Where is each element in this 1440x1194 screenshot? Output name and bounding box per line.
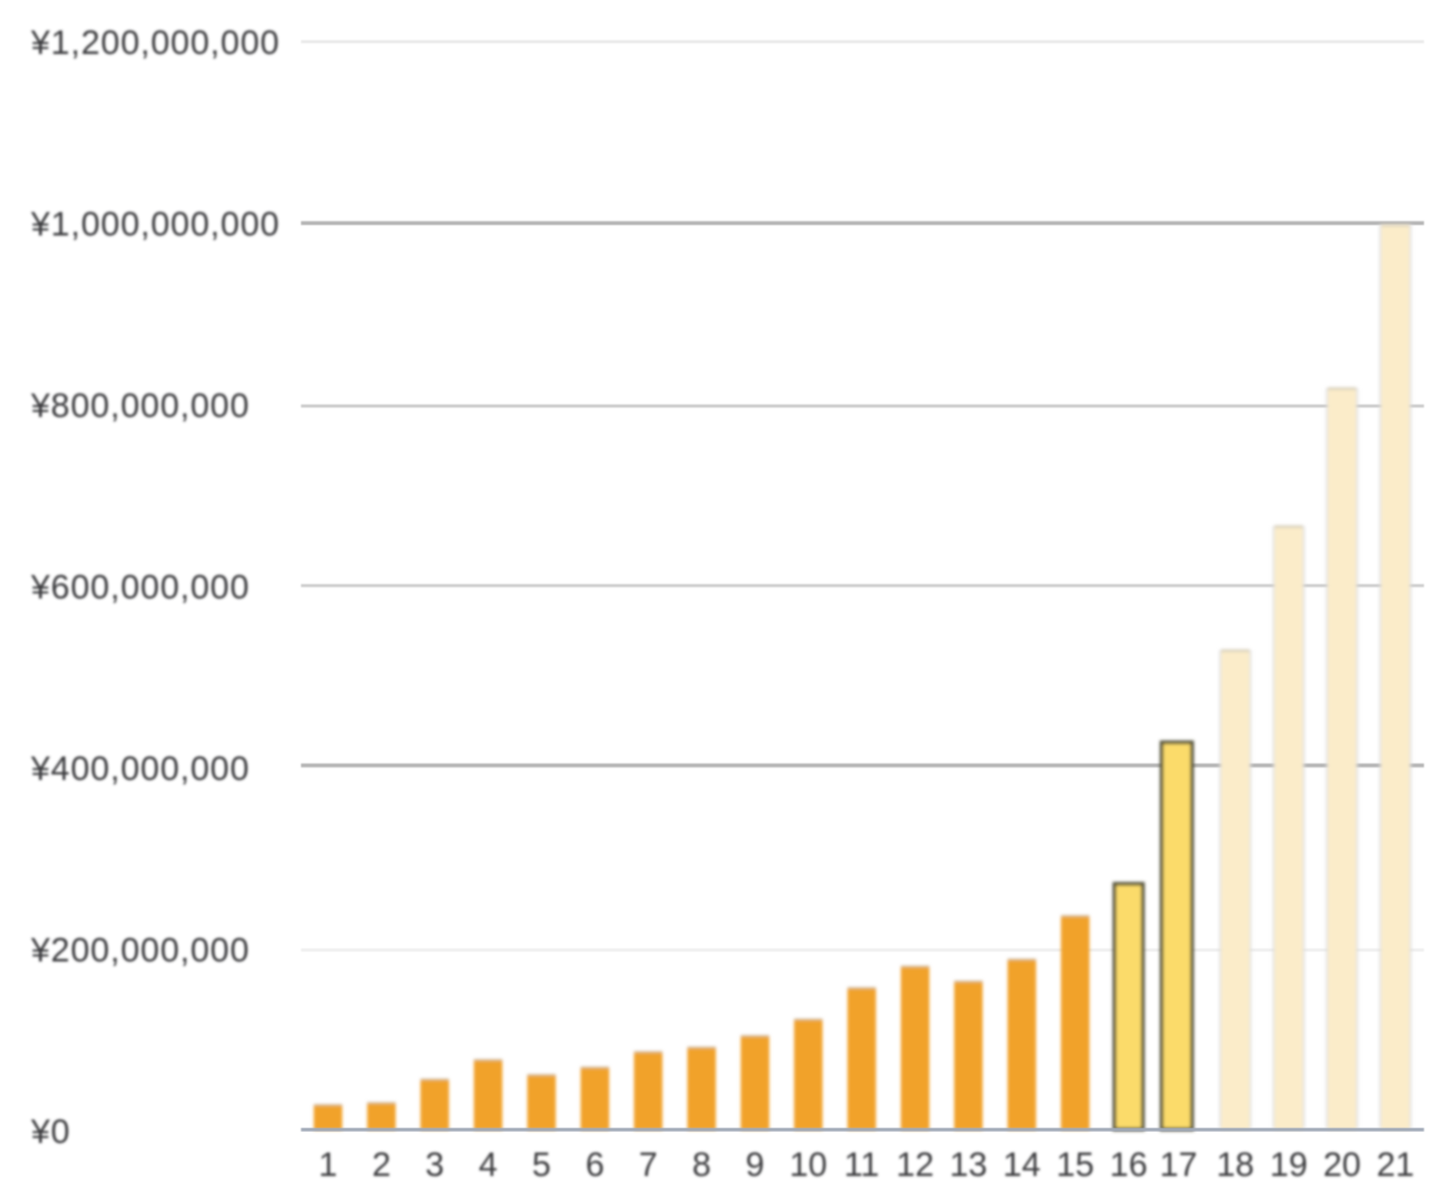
svg-text:6: 6 <box>585 1146 604 1184</box>
svg-text:21: 21 <box>1376 1146 1414 1184</box>
svg-text:8: 8 <box>692 1146 711 1184</box>
svg-text:¥1,000,000,000: ¥1,000,000,000 <box>30 206 280 244</box>
svg-text:18: 18 <box>1216 1146 1254 1184</box>
svg-text:3: 3 <box>425 1146 444 1184</box>
svg-text:13: 13 <box>949 1146 987 1184</box>
svg-text:¥800,000,000: ¥800,000,000 <box>30 387 250 425</box>
svg-text:¥400,000,000: ¥400,000,000 <box>30 750 250 788</box>
svg-text:9: 9 <box>746 1146 765 1184</box>
svg-text:14: 14 <box>1003 1146 1041 1184</box>
svg-text:16: 16 <box>1110 1146 1148 1184</box>
svg-text:17: 17 <box>1160 1146 1198 1184</box>
svg-text:15: 15 <box>1056 1146 1094 1184</box>
svg-text:10: 10 <box>789 1146 827 1184</box>
svg-text:5: 5 <box>532 1146 551 1184</box>
svg-text:7: 7 <box>639 1146 658 1184</box>
svg-text:2: 2 <box>372 1146 391 1184</box>
svg-text:¥600,000,000: ¥600,000,000 <box>30 569 250 607</box>
svg-text:11: 11 <box>844 1146 879 1184</box>
svg-text:20: 20 <box>1323 1146 1361 1184</box>
svg-text:¥0: ¥0 <box>30 1113 71 1151</box>
svg-text:¥200,000,000: ¥200,000,000 <box>30 932 250 970</box>
svg-text:4: 4 <box>479 1146 498 1184</box>
svg-text:19: 19 <box>1270 1146 1308 1184</box>
svg-text:¥1,200,000,000: ¥1,200,000,000 <box>30 24 280 62</box>
svg-text:1: 1 <box>319 1146 338 1184</box>
svg-text:12: 12 <box>896 1146 934 1184</box>
